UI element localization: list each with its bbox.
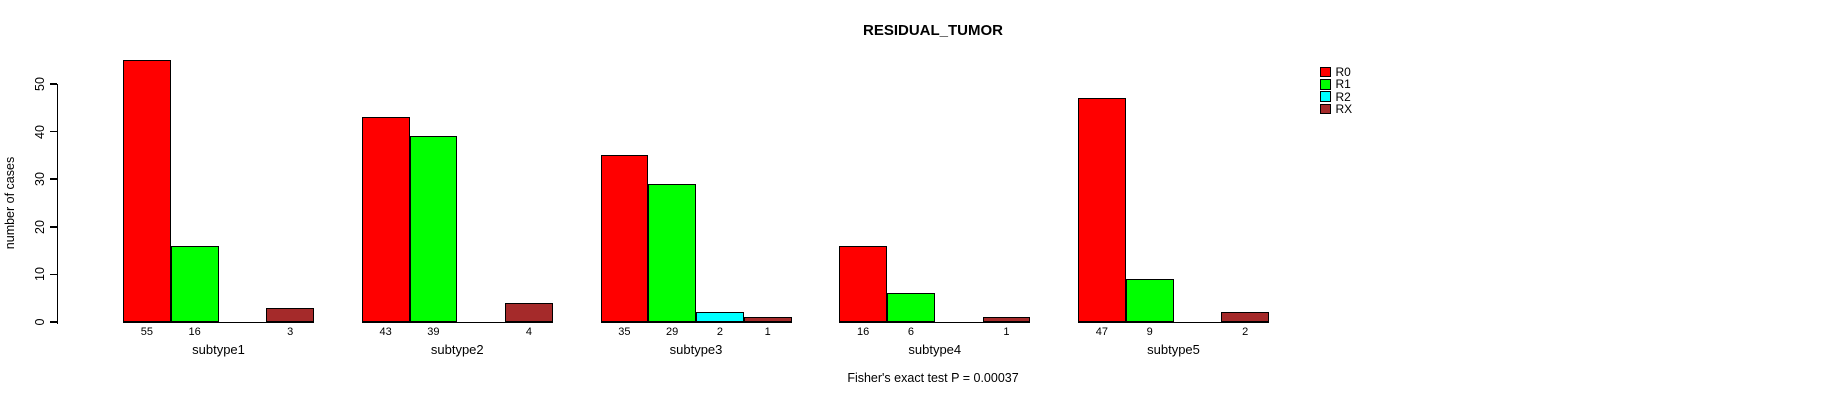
bar-r0-subtype2 xyxy=(361,117,410,322)
y-tick xyxy=(49,130,57,133)
bar-value-label: 35 xyxy=(618,326,631,338)
bar-r1-subtype1 xyxy=(170,245,219,322)
legend-label: RX xyxy=(1335,102,1353,117)
y-tick xyxy=(49,321,57,323)
group-label-subtype3: subtype3 xyxy=(669,342,723,357)
bar-value-label: 1 xyxy=(1003,326,1010,338)
y-tick-label: 40 xyxy=(33,124,47,139)
bar-rx-subtype3 xyxy=(743,317,792,322)
legend-item-rx: RX xyxy=(1320,103,1352,115)
group-label-subtype4: subtype4 xyxy=(908,342,962,357)
bar-value-label: 2 xyxy=(1242,326,1249,338)
bar-rx-subtype2 xyxy=(505,302,553,322)
bar-rx-subtype1 xyxy=(266,307,314,322)
group-label-subtype1: subtype1 xyxy=(192,342,245,357)
legend-swatch-icon xyxy=(1320,103,1331,115)
group-label-subtype2: subtype2 xyxy=(430,342,484,357)
footer-annotation: Fisher's exact test P = 0.00037 xyxy=(847,371,1019,385)
bar-r2-subtype3 xyxy=(696,312,744,322)
bar-value-label: 39 xyxy=(427,326,440,338)
legend-label: R1 xyxy=(1335,77,1351,92)
y-tick-label: 30 xyxy=(33,172,47,187)
bar-r0-subtype1 xyxy=(123,60,171,322)
y-tick xyxy=(49,225,57,228)
group-baseline xyxy=(839,321,1031,324)
bar-r1-subtype4 xyxy=(887,293,935,322)
legend-swatch-icon xyxy=(1320,66,1331,78)
legend-item-r1: R1 xyxy=(1320,78,1352,90)
bar-r1-subtype5 xyxy=(1125,279,1174,322)
legend-label: R2 xyxy=(1335,89,1351,104)
chart-title: RESIDUAL_TUMOR xyxy=(862,22,1004,39)
legend-swatch-icon xyxy=(1320,79,1331,90)
bar-value-label: 4 xyxy=(525,326,532,338)
legend-item-r0: R0 xyxy=(1320,66,1352,78)
group-label-subtype5: subtype5 xyxy=(1147,342,1200,357)
bar-r1-subtype2 xyxy=(409,136,458,322)
bar-r0-subtype5 xyxy=(1078,98,1126,322)
y-axis-label: number of cases xyxy=(3,156,17,250)
y-tick xyxy=(49,273,57,276)
legend-swatch-icon xyxy=(1320,91,1331,102)
bar-rx-subtype5 xyxy=(1221,312,1269,322)
bar-r1-subtype3 xyxy=(648,183,696,322)
bar-r0-subtype4 xyxy=(839,245,887,322)
bar-value-label: 6 xyxy=(907,326,914,338)
bar-value-label: 55 xyxy=(140,326,153,338)
y-tick xyxy=(49,178,57,181)
group-baseline xyxy=(1078,321,1269,324)
legend-label: R0 xyxy=(1335,65,1351,80)
y-tick-label: 20 xyxy=(33,219,47,234)
y-axis-line xyxy=(56,84,59,324)
bar-value-label: 29 xyxy=(666,326,679,338)
group-baseline xyxy=(600,321,792,324)
y-tick xyxy=(49,83,57,85)
legend-item-r2: R2 xyxy=(1320,91,1352,103)
bar-value-label: 9 xyxy=(1146,326,1153,338)
bar-value-label: 3 xyxy=(287,326,294,338)
bar-r0-subtype3 xyxy=(600,155,649,322)
bar-value-label: 2 xyxy=(716,326,723,338)
y-tick-label: 0 xyxy=(33,318,47,326)
y-tick-label: 50 xyxy=(33,77,47,91)
bar-value-label: 47 xyxy=(1095,326,1108,338)
bar-value-label: 43 xyxy=(379,326,392,338)
bar-rx-subtype4 xyxy=(982,317,1031,322)
group-baseline xyxy=(361,321,553,324)
y-tick-label: 10 xyxy=(33,267,47,282)
bar-value-label: 1 xyxy=(764,326,771,338)
group-baseline xyxy=(123,321,314,324)
bar-value-label: 16 xyxy=(857,326,870,338)
bar-value-label: 16 xyxy=(188,326,201,338)
legend: R0 R1 R2 RX xyxy=(1320,66,1352,115)
